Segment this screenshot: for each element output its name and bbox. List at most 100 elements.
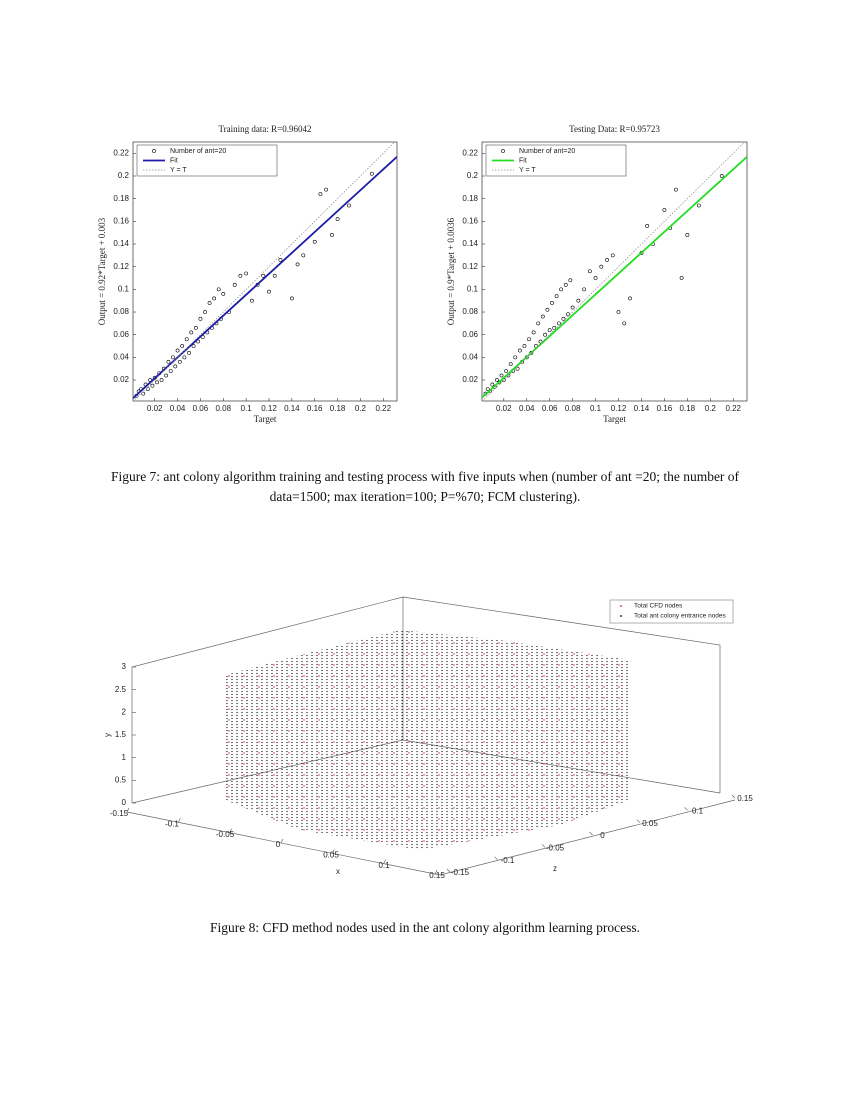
data-point <box>249 298 254 303</box>
z-tick-label: 0.05 <box>642 819 658 828</box>
data-point <box>679 276 684 280</box>
data-point <box>561 316 566 321</box>
y-tick-label: 0.06 <box>113 330 129 339</box>
x-tick-label: 0.08 <box>565 404 581 413</box>
data-point <box>490 382 495 387</box>
data-point <box>587 269 592 274</box>
y-tick-label: 0.14 <box>462 239 478 248</box>
x-tick-label: 0.06 <box>542 404 558 413</box>
z-tick <box>494 856 498 860</box>
x-axis-label: x <box>336 867 340 876</box>
x-tick <box>434 869 438 875</box>
data-point <box>517 348 522 353</box>
data-point <box>566 312 570 317</box>
data-point <box>212 296 217 301</box>
legend-label: Y = T <box>519 167 536 174</box>
legend-marker <box>620 615 622 617</box>
data-point <box>673 187 678 192</box>
data-point <box>527 337 531 342</box>
z-tick <box>541 844 546 848</box>
data-point <box>504 369 508 373</box>
data-point <box>173 364 178 369</box>
y-tick-label: 0.16 <box>462 216 478 225</box>
data-point <box>347 203 351 208</box>
data-point <box>171 355 175 360</box>
y-tick-label: 0.16 <box>113 216 129 225</box>
data-point <box>238 273 243 278</box>
x-tick-label: 0.14 <box>634 404 650 413</box>
z-tick-label: -0.15 <box>451 868 470 877</box>
x-tick-label: 0.18 <box>680 404 696 413</box>
x-axis-label: Target <box>254 414 277 424</box>
z-tick <box>636 819 641 823</box>
x-tick-label: 0.08 <box>215 404 231 413</box>
plot-marks <box>482 142 747 401</box>
data-point <box>318 192 323 197</box>
z-tick-label: 0.15 <box>737 794 753 803</box>
x-tick-label: 0.14 <box>284 404 300 413</box>
data-point <box>616 310 621 314</box>
x-tick-label: 0.2 <box>355 404 367 413</box>
data-point <box>289 296 294 301</box>
y-tick-label: 0.18 <box>462 194 478 203</box>
data-point <box>198 316 203 321</box>
data-point <box>267 289 271 294</box>
y-tick-label: 0 <box>122 798 127 807</box>
y-tick-label: 0.18 <box>113 194 129 203</box>
data-point <box>261 273 266 278</box>
data-point <box>522 344 527 348</box>
legend-marker <box>620 605 622 607</box>
legend-label: Y = T <box>170 167 187 174</box>
y-axis-label: y <box>103 733 112 737</box>
y-tick-label: 0.08 <box>113 307 129 316</box>
x-tick-label: 0.22 <box>725 404 741 413</box>
x-tick <box>178 818 181 823</box>
x-tick-label: 0.12 <box>261 404 277 413</box>
data-point <box>622 321 627 326</box>
y-axis-label: Output = 0.92*Target + 0.003 <box>97 217 107 325</box>
z-tick <box>731 794 736 799</box>
y-tick-label: 0.5 <box>115 775 127 784</box>
y-tick-label: 0.12 <box>113 262 129 271</box>
x-tick <box>332 849 335 854</box>
y-tick-label: 1.5 <box>115 730 127 739</box>
x-tick-label: 0.22 <box>375 404 391 413</box>
data-point <box>543 332 547 337</box>
data-point <box>610 253 615 258</box>
data-point <box>645 223 650 228</box>
y-tick-label: 2 <box>122 707 127 716</box>
data-point <box>187 350 191 355</box>
data-point <box>369 171 374 176</box>
data-point <box>168 369 173 373</box>
data-point <box>399 154 402 157</box>
x-tick-label: 0.05 <box>323 850 339 859</box>
y-tick-label: 0.02 <box>113 375 129 384</box>
data-point <box>159 378 164 382</box>
data-point <box>189 330 194 335</box>
chart-title: Testing Data: R=0.95723 <box>569 124 660 134</box>
data-point <box>540 314 545 319</box>
legend-marker <box>152 149 156 153</box>
data-point <box>244 271 249 276</box>
data-point <box>599 264 604 269</box>
data-point <box>177 359 182 364</box>
y-tick-label: 1 <box>122 753 127 762</box>
data-point <box>568 278 573 283</box>
data-point <box>203 310 207 314</box>
z-tick-label: -0.1 <box>501 856 515 865</box>
y-tick-label: 0.02 <box>462 375 478 384</box>
x-axis-label: Target <box>603 414 626 424</box>
x-tick-label: 0.04 <box>519 404 535 413</box>
chart-title: Training data: R=0.96042 <box>219 124 312 134</box>
identity-line <box>133 142 396 401</box>
data-point <box>141 391 146 396</box>
data-point <box>278 257 283 262</box>
data-point <box>301 253 306 258</box>
y-tick-label: 0.14 <box>113 239 129 248</box>
x-tick <box>126 807 130 813</box>
x-tick-label: 0.16 <box>307 404 323 413</box>
data-point <box>184 337 189 342</box>
data-point <box>329 233 334 237</box>
x-tick-label: 0.12 <box>611 404 627 413</box>
data-point <box>180 344 185 348</box>
